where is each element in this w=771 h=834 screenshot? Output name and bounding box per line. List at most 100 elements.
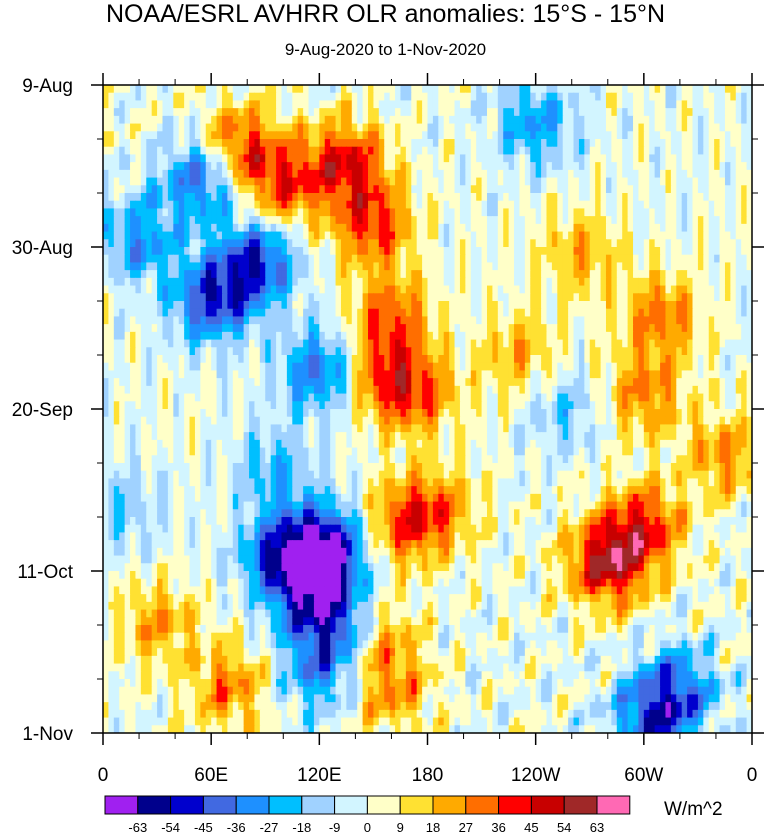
- anomaly-cell: [411, 362, 418, 372]
- anomaly-cell: [232, 277, 239, 287]
- anomaly-cell: [335, 270, 342, 279]
- anomaly-cell: [357, 216, 364, 225]
- anomaly-cell: [173, 339, 180, 348]
- anomaly-cell: [530, 308, 537, 318]
- anomaly-cell: [297, 85, 304, 94]
- anomaly-cell: [524, 254, 531, 264]
- anomaly-cell: [270, 378, 277, 387]
- anomaly-cell: [616, 362, 623, 372]
- anomaly-cell: [411, 100, 418, 109]
- anomaly-cell: [270, 139, 277, 148]
- anomaly-cell: [319, 162, 326, 171]
- anomaly-cell: [340, 316, 347, 325]
- anomaly-cell: [492, 239, 499, 248]
- anomaly-cell: [373, 231, 380, 240]
- anomaly-cell: [714, 331, 721, 341]
- anomaly-cell: [405, 378, 412, 387]
- anomaly-cell: [249, 146, 256, 156]
- anomaly-cell: [227, 401, 234, 410]
- anomaly-cell: [281, 162, 288, 171]
- anomaly-cell: [178, 401, 185, 410]
- anomaly-cell: [146, 293, 153, 302]
- anomaly-cell: [335, 131, 342, 140]
- anomaly-cell: [692, 277, 699, 287]
- anomaly-cell: [135, 277, 142, 287]
- anomaly-cell: [459, 277, 466, 287]
- anomaly-cell: [557, 169, 564, 179]
- anomaly-cell: [508, 324, 515, 333]
- anomaly-cell: [611, 331, 618, 341]
- anomaly-cell: [135, 378, 142, 387]
- anomaly-cell: [319, 177, 326, 186]
- anomaly-cell: [730, 270, 737, 279]
- anomaly-cell: [503, 316, 510, 325]
- anomaly-cell: [384, 131, 391, 140]
- anomaly-cell: [200, 177, 207, 186]
- anomaly-cell: [703, 131, 710, 140]
- anomaly-cell: [497, 185, 504, 194]
- anomaly-cell: [724, 331, 731, 341]
- anomaly-cell: [130, 169, 137, 179]
- anomaly-cell: [130, 223, 137, 233]
- anomaly-cell: [573, 370, 580, 379]
- anomaly-cell: [519, 146, 526, 156]
- anomaly-cell: [346, 401, 353, 410]
- anomaly-cell: [265, 146, 272, 156]
- anomaly-cell: [562, 285, 569, 294]
- anomaly-cell: [173, 92, 180, 102]
- anomaly-cell: [157, 100, 164, 109]
- anomaly-cell: [562, 355, 569, 364]
- anomaly-cell: [530, 169, 537, 179]
- anomaly-cell: [465, 92, 472, 102]
- anomaly-cell: [660, 216, 667, 225]
- anomaly-cell: [162, 216, 169, 225]
- anomaly-cell: [611, 347, 618, 356]
- anomaly-cell: [692, 347, 699, 356]
- anomaly-cell: [308, 85, 315, 94]
- anomaly-cell: [167, 262, 174, 271]
- anomaly-cell: [119, 301, 126, 310]
- anomaly-cell: [741, 162, 748, 171]
- anomaly-cell: [622, 347, 629, 356]
- anomaly-cell: [324, 270, 331, 279]
- anomaly-cell: [135, 393, 142, 402]
- anomaly-cell: [578, 92, 585, 102]
- anomaly-cell: [281, 378, 288, 387]
- anomaly-cell: [703, 146, 710, 156]
- anomaly-cell: [151, 254, 158, 264]
- anomaly-cell: [119, 254, 126, 264]
- anomaly-cell: [357, 123, 364, 132]
- anomaly-cell: [535, 393, 542, 402]
- anomaly-cell: [357, 339, 364, 348]
- anomaly-cell: [335, 177, 342, 186]
- anomaly-cell: [724, 216, 731, 225]
- anomaly-cell: [589, 355, 596, 364]
- anomaly-cell: [319, 139, 326, 148]
- anomaly-cell: [324, 277, 331, 287]
- anomaly-cell: [227, 393, 234, 402]
- anomaly-cell: [492, 385, 499, 395]
- anomaly-cell: [649, 331, 656, 341]
- anomaly-cell: [551, 339, 558, 348]
- anomaly-cell: [654, 262, 661, 271]
- anomaly-cell: [622, 231, 629, 240]
- anomaly-cell: [600, 316, 607, 325]
- anomaly-cell: [443, 401, 450, 410]
- anomaly-cell: [330, 355, 337, 364]
- anomaly-cell: [724, 347, 731, 356]
- anomaly-cell: [292, 154, 299, 163]
- anomaly-cell: [400, 385, 407, 395]
- anomaly-cell: [335, 92, 342, 102]
- anomaly-cell: [584, 231, 591, 240]
- anomaly-cell: [503, 362, 510, 372]
- anomaly-cell: [535, 385, 542, 395]
- anomaly-cell: [259, 239, 266, 248]
- anomaly-cell: [492, 131, 499, 140]
- anomaly-cell: [378, 370, 385, 379]
- anomaly-cell: [313, 385, 320, 395]
- anomaly-cell: [405, 293, 412, 302]
- anomaly-cell: [103, 146, 110, 156]
- anomaly-cell: [146, 239, 153, 248]
- anomaly-cell: [697, 92, 704, 102]
- anomaly-cell: [130, 339, 137, 348]
